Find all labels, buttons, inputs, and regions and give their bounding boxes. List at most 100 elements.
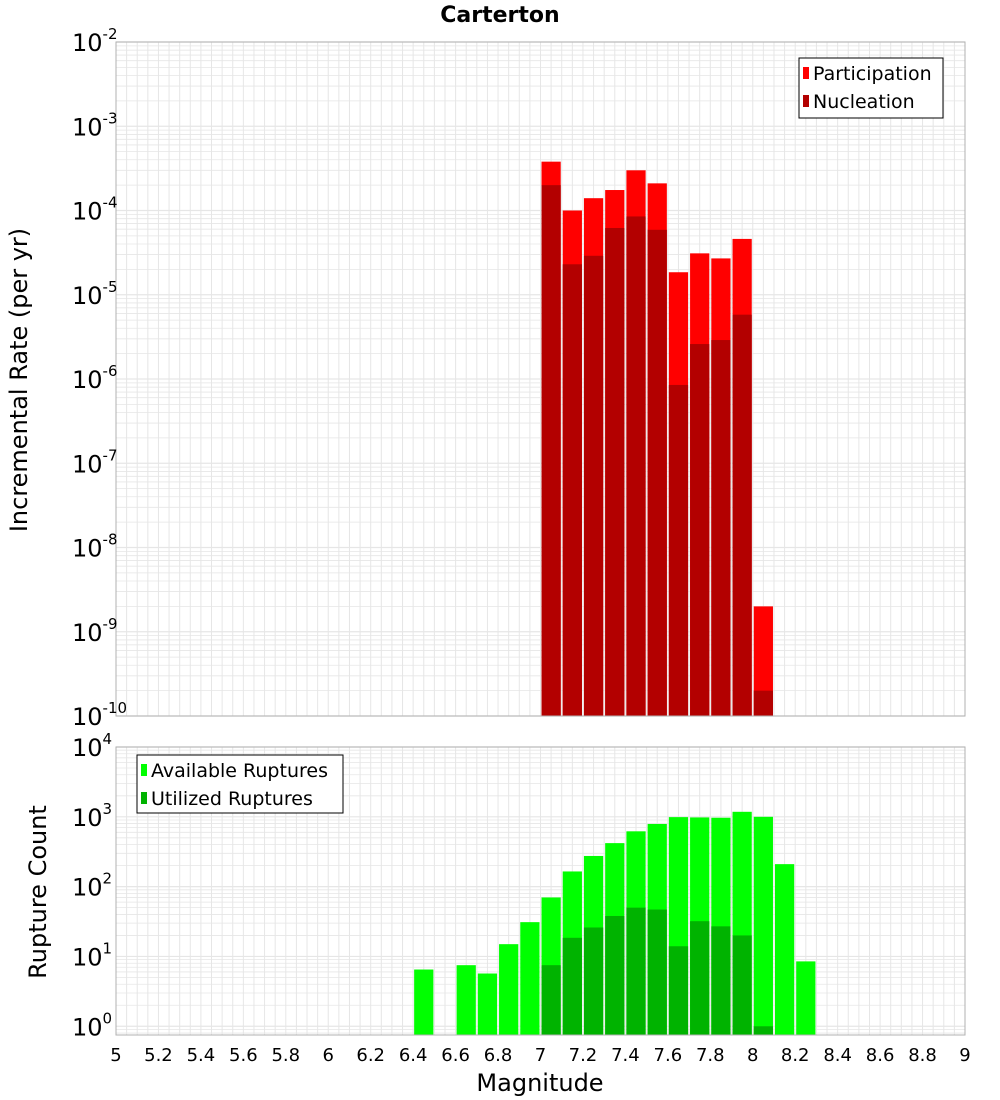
tick-base: 10 xyxy=(72,804,103,832)
top-y-tick: 10-6 xyxy=(72,362,118,394)
tick-base: 10 xyxy=(72,619,103,647)
top-y-axis-label: Incremental Rate (per yr) xyxy=(5,228,33,532)
top-y-tick: 10-10 xyxy=(72,699,127,731)
bar xyxy=(541,965,561,1035)
bottom-y-tick: 104 xyxy=(72,730,112,762)
tick-base: 10 xyxy=(72,29,103,57)
bar xyxy=(732,314,752,716)
x-tick-label: 7 xyxy=(535,1045,546,1066)
bar xyxy=(520,922,540,1035)
bottom-y-axis-label: Rupture Count xyxy=(24,805,52,979)
tick-base: 10 xyxy=(72,535,103,563)
legend-box xyxy=(798,57,944,119)
tick-base: 10 xyxy=(72,450,103,478)
tick-exponent: 2 xyxy=(103,870,113,888)
x-tick-label: 7.4 xyxy=(611,1045,640,1066)
tick-exponent: -10 xyxy=(103,699,128,717)
bar xyxy=(668,946,689,1035)
x-axis-label: Magnitude xyxy=(476,1069,603,1097)
x-tick-label: 6.4 xyxy=(399,1045,428,1066)
bar xyxy=(499,944,519,1035)
x-tick-label: 6.8 xyxy=(484,1045,513,1066)
top-panel: 10-210-310-410-510-610-710-810-910-10Par… xyxy=(72,25,966,731)
tick-base: 10 xyxy=(72,1013,103,1041)
legend-swatch xyxy=(803,95,809,107)
tick-exponent: 0 xyxy=(103,1009,113,1027)
y-ticks: 10-210-310-410-510-610-710-810-910-10 xyxy=(72,25,127,731)
bar xyxy=(690,921,710,1035)
bar xyxy=(626,907,646,1035)
x-tick-label: 5.2 xyxy=(144,1045,173,1066)
bar xyxy=(711,340,731,716)
top-y-tick: 10-4 xyxy=(72,194,118,226)
x-tick-label: 8.8 xyxy=(908,1045,937,1066)
x-axis: 5 5.2 5.4 5.6 5.8 6 6.2 6.4 6.6 6.8 7 7.2 7.4 7.6 7.8 8… xyxy=(110,1045,970,1066)
x-tick-label: 6.2 xyxy=(356,1045,385,1066)
bars xyxy=(541,161,773,717)
bar xyxy=(753,1026,773,1035)
x-tick-label: 5.4 xyxy=(187,1045,216,1066)
tick-base: 10 xyxy=(72,113,103,141)
legend-box xyxy=(136,754,344,814)
bar xyxy=(605,227,625,716)
bar xyxy=(753,816,773,1035)
tick-exponent: 3 xyxy=(103,800,113,818)
tick-exponent: -3 xyxy=(103,109,118,127)
bar xyxy=(796,961,816,1035)
x-tick-label: 5.6 xyxy=(229,1045,258,1066)
series-1 xyxy=(541,185,773,716)
tick-exponent: 4 xyxy=(103,730,113,748)
top-y-tick: 10-9 xyxy=(72,615,118,647)
bar xyxy=(626,216,646,716)
legend-swatch xyxy=(141,792,147,804)
x-tick-label: 9 xyxy=(959,1045,970,1066)
bar xyxy=(562,264,582,716)
tick-base: 10 xyxy=(72,366,103,394)
tick-exponent: -5 xyxy=(103,278,118,296)
legend: Available Ruptures Utilized Ruptures xyxy=(136,754,344,814)
top-y-tick: 10-2 xyxy=(72,25,118,57)
x-tick-label: 5.8 xyxy=(271,1045,300,1066)
x-tick-label: 8 xyxy=(747,1045,758,1066)
x-tick-label: 8.6 xyxy=(866,1045,895,1066)
chart-title: Carterton xyxy=(440,3,559,28)
top-y-tick: 10-7 xyxy=(72,446,118,478)
bottom-y-tick: 103 xyxy=(72,800,112,832)
legend-label: Participation xyxy=(813,63,932,85)
bar xyxy=(647,229,667,716)
x-tick-label: 6.6 xyxy=(441,1045,470,1066)
plot-frame xyxy=(115,746,966,1036)
legend-swatch xyxy=(803,67,809,79)
tick-exponent: 1 xyxy=(103,939,113,957)
legend-label: Available Ruptures xyxy=(151,760,328,782)
x-tick-label: 6 xyxy=(323,1045,334,1066)
bar xyxy=(774,864,795,1035)
x-tick-label: 8.4 xyxy=(823,1045,852,1066)
bar xyxy=(583,927,604,1035)
tick-base: 10 xyxy=(72,874,103,902)
tick-exponent: -6 xyxy=(103,362,118,380)
bar xyxy=(541,185,561,716)
bar xyxy=(711,926,731,1035)
x-tick-label: 7.6 xyxy=(654,1045,683,1066)
plot-frame xyxy=(115,41,966,717)
x-tick-label: 8.2 xyxy=(781,1045,810,1066)
gridlines xyxy=(115,41,966,717)
tick-base: 10 xyxy=(72,282,103,310)
tick-exponent: -8 xyxy=(103,531,118,549)
x-tick-label: 5 xyxy=(110,1045,121,1066)
bottom-y-tick: 102 xyxy=(72,870,112,902)
bar xyxy=(583,255,604,716)
tick-exponent: -2 xyxy=(103,25,118,43)
tick-base: 10 xyxy=(72,198,103,226)
top-y-tick: 10-3 xyxy=(72,109,118,141)
series-1 xyxy=(541,907,773,1035)
legend-label: Nucleation xyxy=(813,91,915,113)
legend: Participation Nucleation xyxy=(798,57,944,119)
bar xyxy=(690,344,710,716)
bar xyxy=(732,935,752,1035)
tick-exponent: -9 xyxy=(103,615,118,633)
